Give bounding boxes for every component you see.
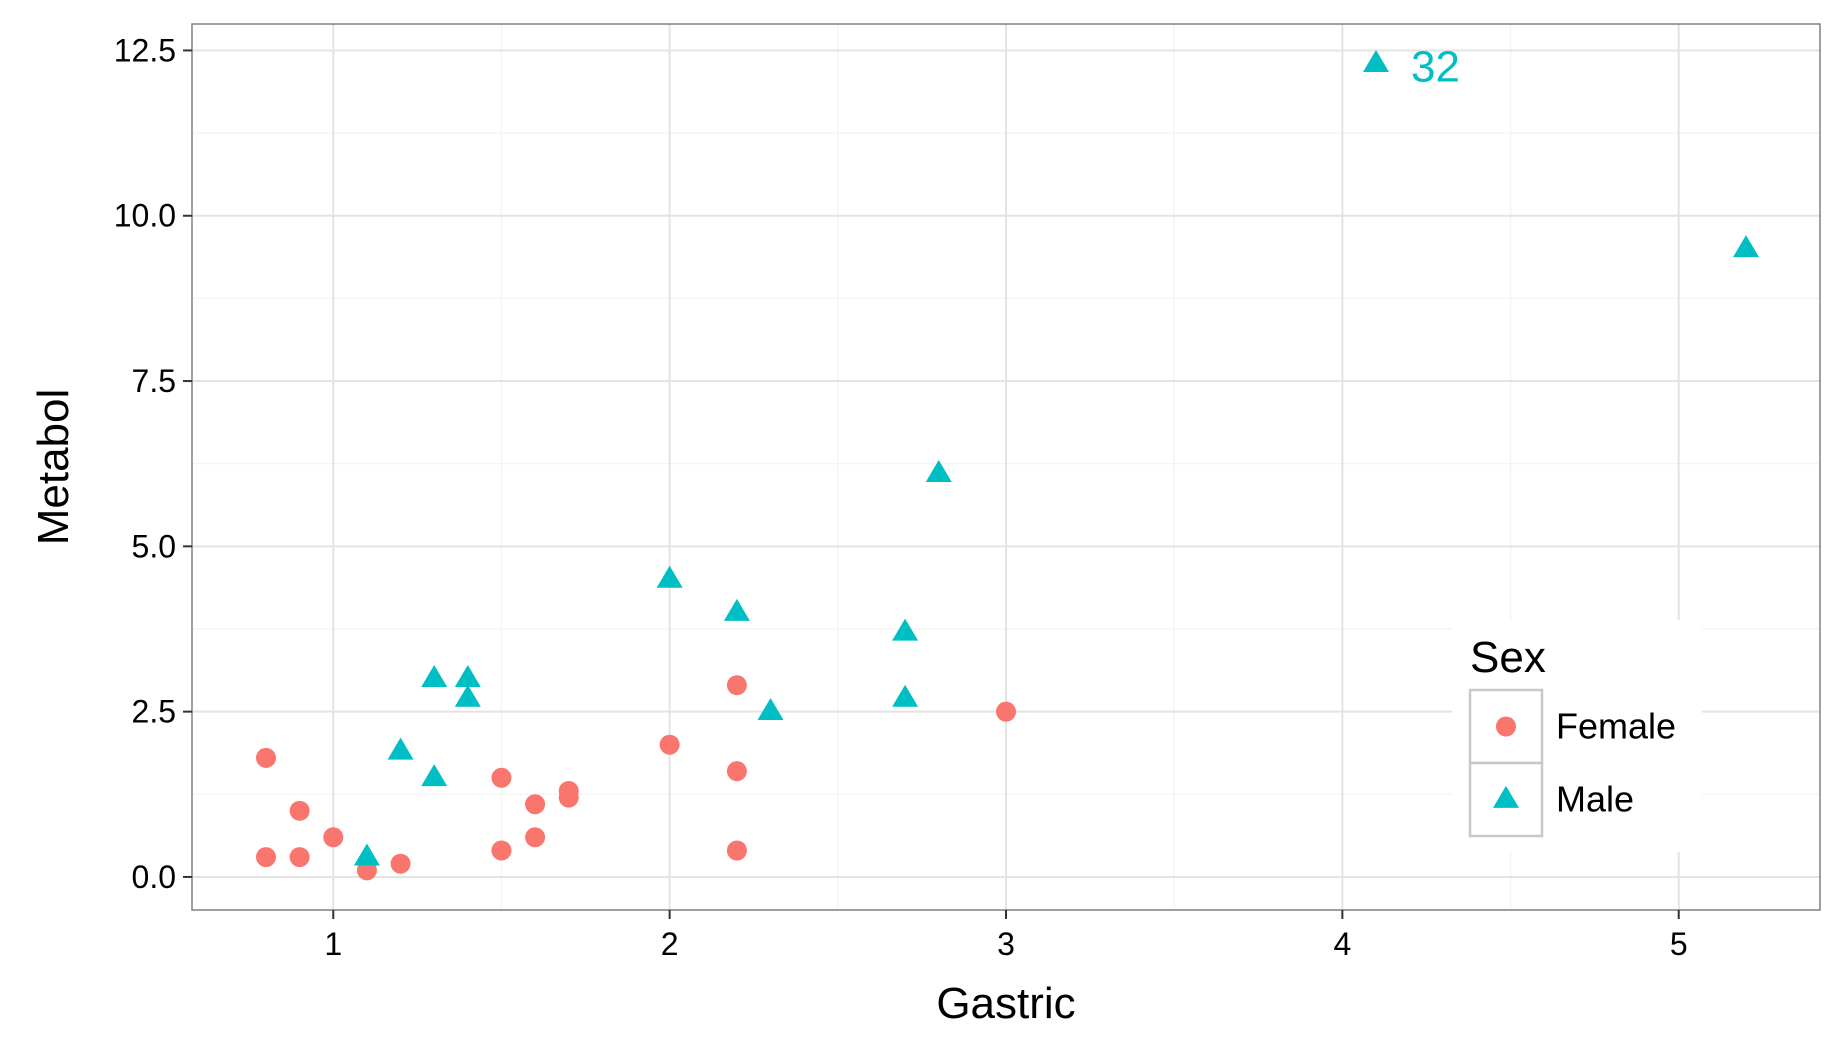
female-point	[525, 827, 546, 848]
y-tick-label: 0.0	[132, 859, 176, 895]
legend-label: Male	[1556, 779, 1634, 820]
y-tick-label: 5.0	[132, 528, 176, 564]
y-axis-title: Metabol	[29, 389, 78, 546]
male-point	[454, 684, 481, 707]
female-point	[256, 747, 276, 768]
point-labels: 32	[1411, 43, 1460, 92]
male-point	[1363, 50, 1389, 73]
male-point	[1733, 235, 1759, 258]
legend: Sex Female Male	[1452, 620, 1702, 852]
female-point	[289, 800, 310, 821]
male-point	[387, 737, 414, 760]
male-point	[353, 843, 380, 866]
point-label: 32	[1411, 43, 1460, 92]
female-point	[491, 840, 512, 861]
male-point	[757, 698, 784, 721]
female-point	[726, 675, 747, 696]
male-point	[925, 459, 952, 482]
x-tick-label: 1	[324, 926, 342, 962]
data-points	[256, 50, 1759, 881]
y-tick-label: 10.0	[114, 198, 176, 234]
x-axis-title: Gastric	[936, 979, 1075, 1028]
x-tick-label: 5	[1670, 926, 1688, 962]
female-point	[390, 853, 411, 874]
legend-triangle-icon	[1493, 785, 1519, 808]
x-tick-label: 2	[661, 926, 679, 962]
legend-circle-icon	[1496, 716, 1516, 737]
x-tick-label: 4	[1333, 926, 1351, 962]
female-point	[726, 840, 747, 861]
legend-keys: Female Male	[1468, 688, 1676, 838]
male-point	[421, 664, 448, 687]
y-tick-label: 12.5	[114, 32, 176, 68]
female-point	[525, 794, 546, 815]
axes: 1 2 3 4 5 0.0 2.5 5.0 7.5 10.0 12.5	[114, 32, 1688, 962]
male-point	[656, 565, 683, 588]
male-point	[723, 598, 750, 621]
legend-label: Female	[1556, 706, 1676, 747]
male-point	[421, 764, 448, 787]
female-point	[659, 734, 680, 755]
y-tick-label: 2.5	[132, 694, 176, 730]
legend-title: Sex	[1470, 633, 1546, 682]
x-tick-label: 3	[997, 926, 1015, 962]
female-point	[558, 787, 579, 808]
male-point	[892, 618, 919, 641]
female-point	[289, 847, 310, 868]
female-point	[323, 827, 344, 848]
male-point	[892, 684, 919, 707]
female-point	[996, 701, 1016, 722]
female-point	[256, 847, 276, 868]
y-tick-label: 7.5	[132, 363, 176, 399]
female-point	[726, 761, 747, 782]
male-point	[454, 664, 481, 687]
female-point	[491, 767, 512, 788]
